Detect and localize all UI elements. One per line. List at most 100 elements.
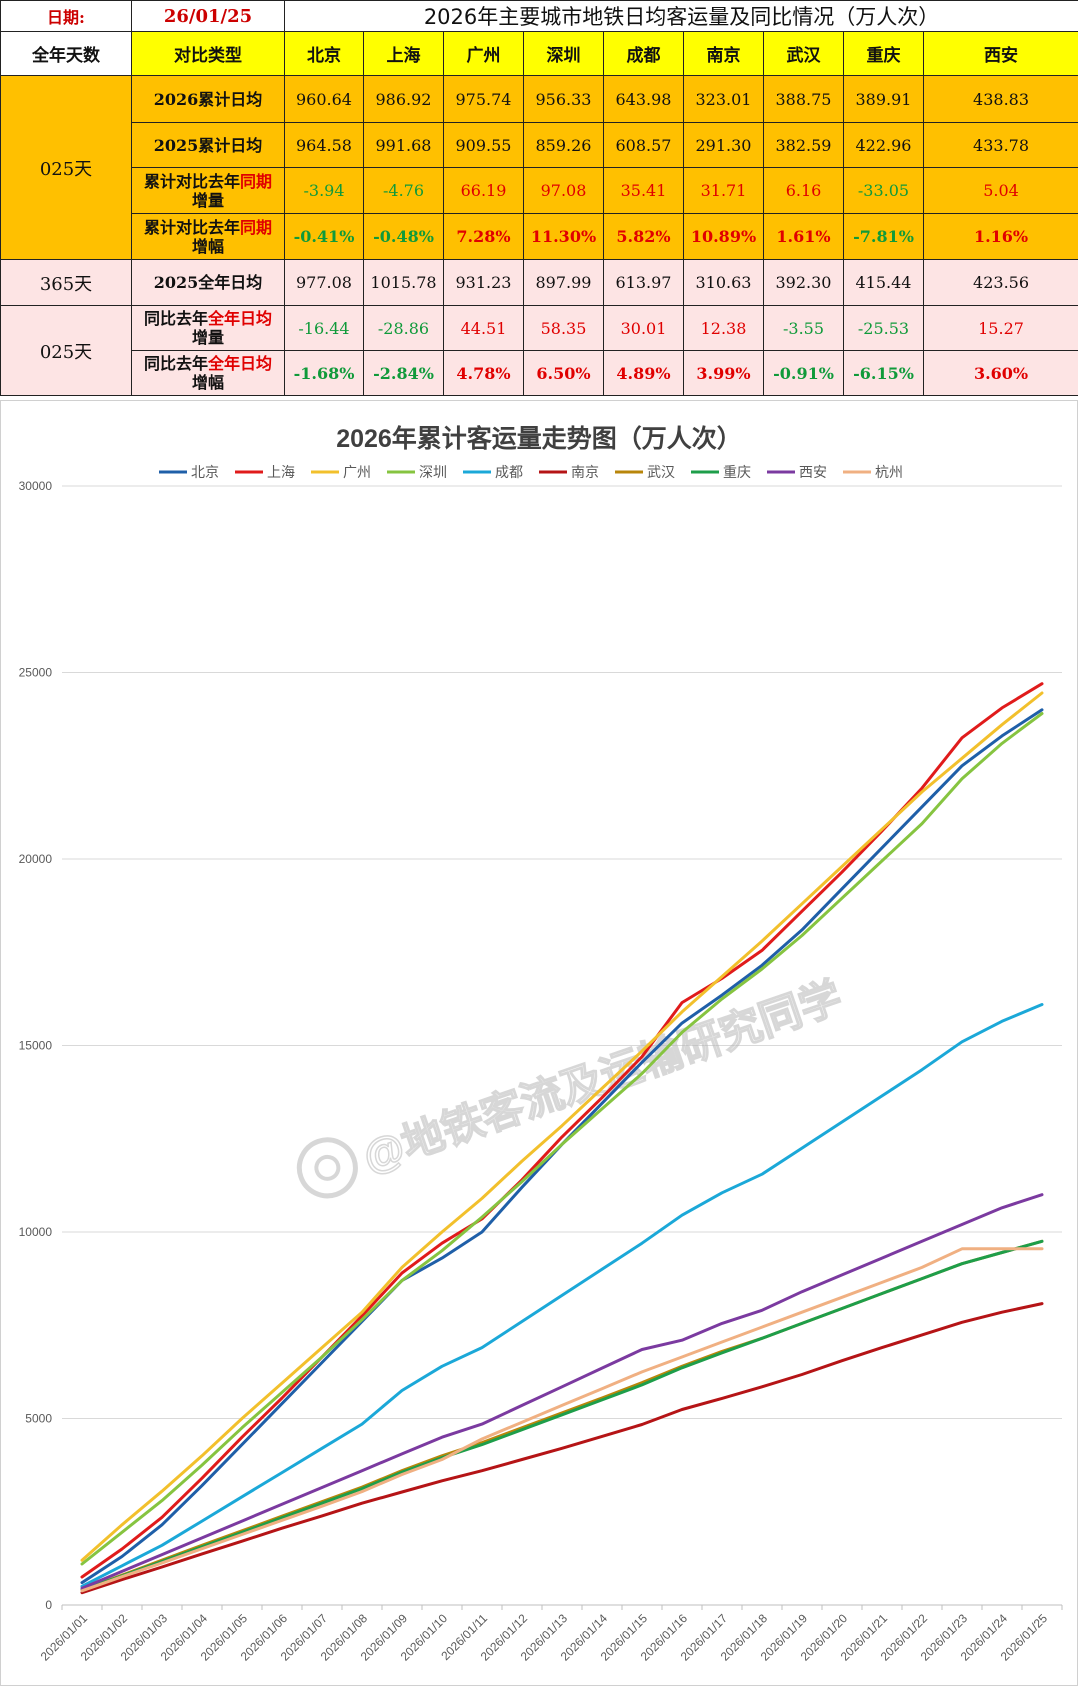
city-header: 重庆 [843, 31, 924, 76]
y-tick-label: 25000 [19, 666, 53, 680]
legend-label: 重庆 [723, 464, 751, 480]
cell: -3.55 [763, 305, 844, 351]
cell: 97.08 [523, 167, 604, 214]
city-header: 上海 [363, 31, 444, 76]
cell: 6.16 [763, 167, 844, 214]
city-header: 南京 [683, 31, 764, 76]
cell: 643.98 [603, 75, 684, 123]
series-line-2 [80, 691, 1044, 1562]
group-label-fullyear: 365天 [0, 259, 132, 306]
cell: 31.71 [683, 167, 764, 214]
cell: 291.30 [683, 122, 764, 168]
series-line-4 [80, 1003, 1044, 1588]
series-line-8 [80, 1193, 1044, 1590]
cell: -0.48% [363, 213, 444, 260]
cell: 415.44 [843, 259, 924, 306]
series-line-7 [80, 1239, 1044, 1592]
ridership-table: 日期: 26/01/25 2026年主要城市地铁日均客运量及同比情况（万人次） … [0, 0, 1078, 396]
cell: -33.05 [843, 167, 924, 214]
city-header: 成都 [603, 31, 684, 76]
cell: 30.01 [603, 305, 684, 351]
cell: 382.59 [763, 122, 844, 168]
cell: 1.61% [763, 213, 844, 260]
series-lines [80, 682, 1044, 1595]
date-label: 日期: [0, 0, 132, 32]
y-tick-label: 15000 [19, 1039, 53, 1053]
legend-label: 上海 [267, 464, 295, 480]
chart-title: 2026年累计客运量走势图（万人次） [336, 424, 742, 453]
cell: 5.82% [603, 213, 684, 260]
city-header: 深圳 [523, 31, 604, 76]
legend-label: 成都 [495, 464, 523, 480]
cell: 975.74 [443, 75, 524, 123]
cell: 392.30 [763, 259, 844, 306]
city-header: 西安 [922, 31, 1078, 76]
cell: 977.08 [284, 259, 364, 306]
city-header: 武汉 [763, 31, 844, 76]
col-type-header: 对比类型 [131, 31, 285, 76]
y-tick-label: 5000 [25, 1412, 52, 1426]
cell: 422.96 [843, 122, 924, 168]
row-label: 累计对比去年同期 增幅 [131, 213, 285, 260]
cell: 389.91 [843, 75, 924, 123]
row-label: 同比去年全年日均 增量 [131, 305, 285, 351]
legend-label: 南京 [571, 464, 599, 480]
cell: 323.01 [683, 75, 764, 123]
y-axis: 0 5000 10000 15000 20000 25000 30000 [19, 479, 53, 1612]
series-line-5 [80, 1302, 1044, 1595]
legend-label: 武汉 [647, 464, 675, 480]
cumulative-ridership-chart: 2026年累计客运量走势图（万人次） 北京 上海 广州 深圳 成都 南京 武汉 重庆 西安 杭州 … [0, 400, 1078, 1686]
series-line-3 [80, 712, 1044, 1566]
col-days-header: 全年天数 [0, 31, 132, 76]
row-label: 同比去年全年日均 增幅 [131, 350, 285, 396]
chart-grid [62, 485, 1062, 1606]
city-header: 北京 [284, 31, 364, 76]
row-label: 累计对比去年同期 增量 [131, 167, 285, 214]
cell: 986.92 [363, 75, 444, 123]
chart-legend: 北京 上海 广州 深圳 成都 南京 武汉 重庆 西安 杭州 [159, 464, 903, 480]
y-tick-label: 0 [45, 1598, 52, 1612]
cell: 15.27 [922, 305, 1078, 351]
legend-label: 杭州 [875, 464, 903, 480]
cell: -6.15% [843, 350, 924, 396]
table-title: 2026年主要城市地铁日均客运量及同比情况（万人次） [283, 0, 1078, 32]
cell: -3.94 [284, 167, 364, 214]
cell: 4.78% [443, 350, 524, 396]
cell: -0.91% [763, 350, 844, 396]
cell: 44.51 [443, 305, 524, 351]
cell: 960.64 [284, 75, 364, 123]
y-tick-label: 10000 [19, 1225, 53, 1239]
cell: -16.44 [284, 305, 364, 351]
cell: 964.58 [284, 122, 364, 168]
cell: -28.86 [363, 305, 444, 351]
cell: 897.99 [523, 259, 604, 306]
cell: -2.84% [363, 350, 444, 396]
cell: 58.35 [523, 305, 604, 351]
cell: 3.60% [922, 350, 1078, 396]
y-tick-label: 20000 [19, 852, 53, 866]
cell: 909.55 [443, 122, 524, 168]
cell: 931.23 [443, 259, 524, 306]
date-value: 26/01/25 [131, 0, 285, 32]
cell: 608.57 [603, 122, 684, 168]
cell: 12.38 [683, 305, 764, 351]
y-tick-label: 30000 [19, 479, 53, 493]
cell: 35.41 [603, 167, 684, 214]
cell: -7.81% [843, 213, 924, 260]
city-header: 广州 [443, 31, 524, 76]
cell: 613.97 [603, 259, 684, 306]
row-label: 2025累计日均 [131, 122, 285, 168]
cell: 10.89% [683, 213, 764, 260]
cell: -1.68% [284, 350, 364, 396]
group-label-cumulative: 025天 [0, 75, 132, 260]
group-label-yoy: 025天 [0, 305, 132, 396]
cell: 388.75 [763, 75, 844, 123]
series-line-9 [80, 1247, 1044, 1593]
cell: 1.16% [922, 213, 1078, 260]
legend-label: 北京 [191, 464, 219, 480]
cell: 423.56 [922, 259, 1078, 306]
cell: -0.41% [284, 213, 364, 260]
cell: 310.63 [683, 259, 764, 306]
cell: 5.04 [922, 167, 1078, 214]
legend-label: 广州 [343, 464, 371, 480]
